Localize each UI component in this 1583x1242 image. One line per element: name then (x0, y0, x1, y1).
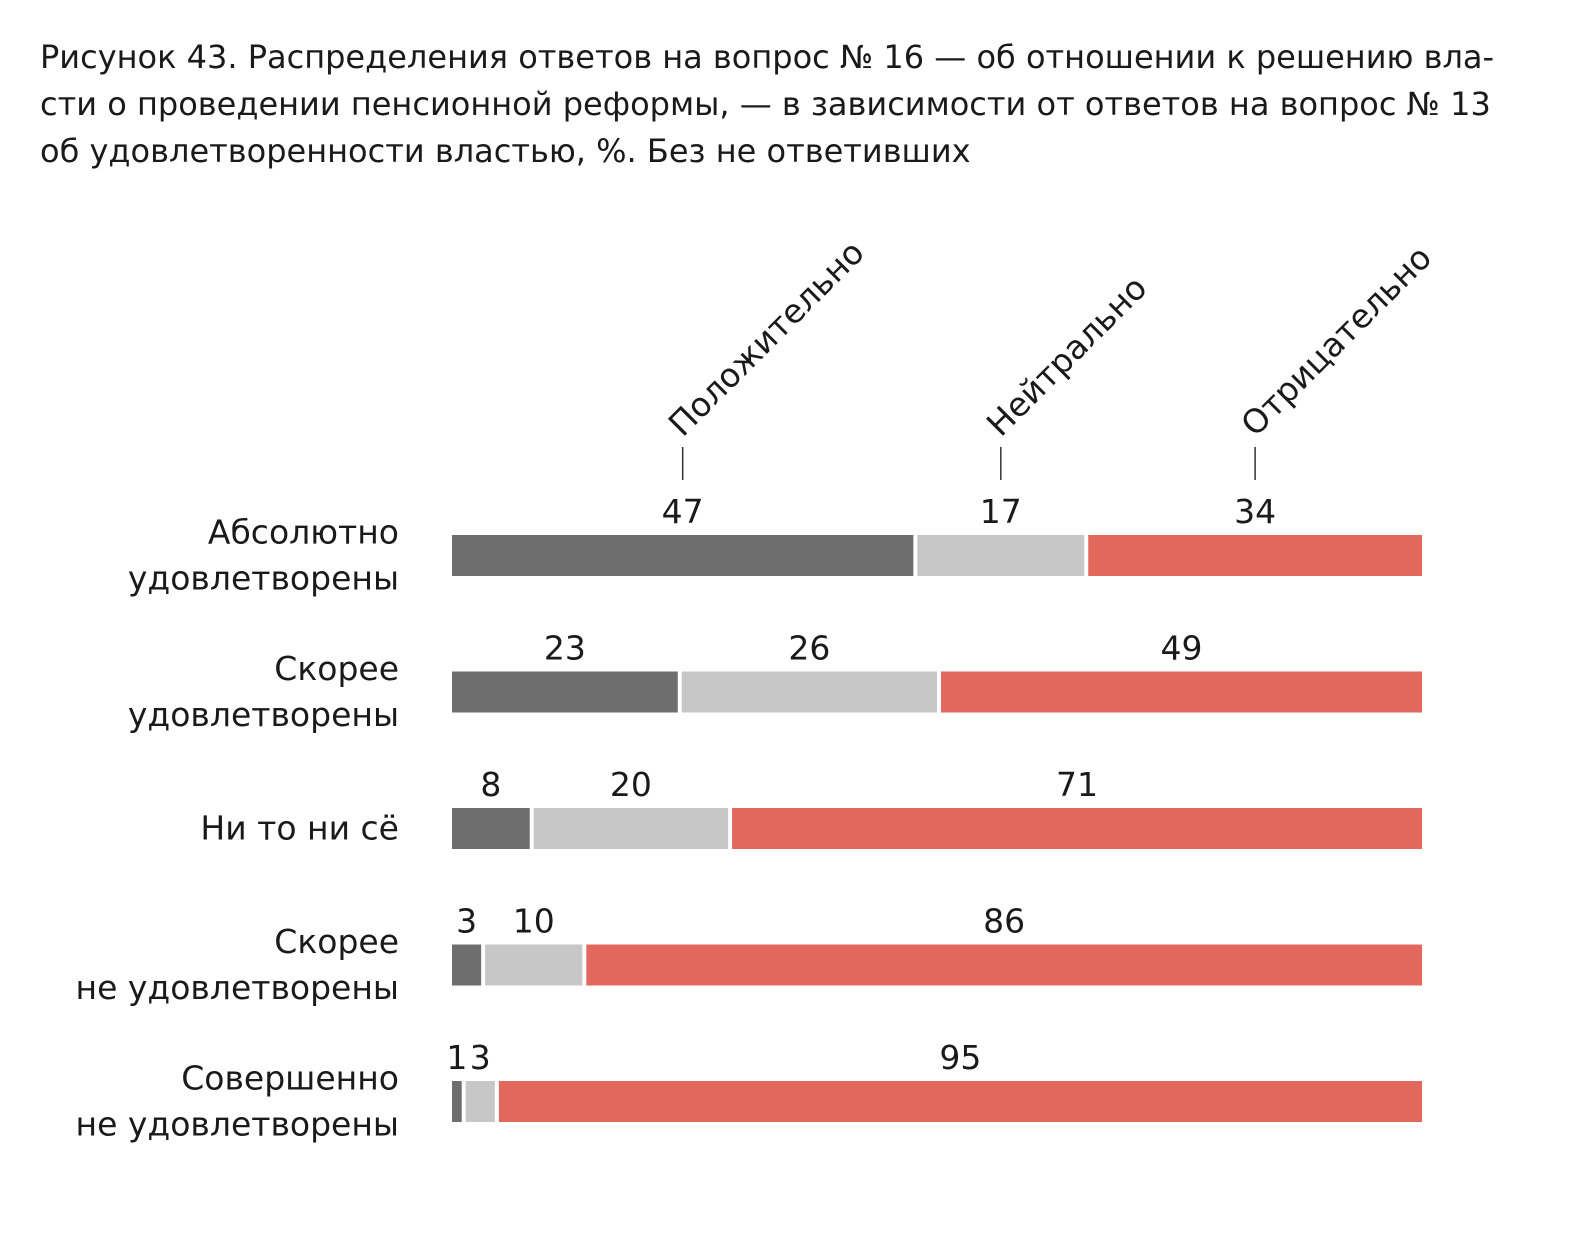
value-label: 8 (480, 765, 501, 804)
bar-row: Ни то ни сё 8 20 71 (200, 765, 1422, 849)
value-label: 26 (788, 629, 830, 668)
category-label: Ни то ни сё (200, 809, 399, 848)
legend-label: Отрицательно (1233, 238, 1439, 444)
value-label: 95 (939, 1038, 981, 1077)
value-label: 3 (456, 902, 477, 941)
category-label: Абсолютно удовлетворены (128, 513, 399, 598)
figure-caption: Рисунок 43. Распределения ответов на воп… (40, 34, 1550, 175)
value-label: 10 (513, 902, 555, 941)
bar-segment (917, 535, 1085, 576)
bar-segment (732, 808, 1422, 849)
category-label-line: Скорее (274, 922, 399, 961)
bar-segment (498, 1081, 1422, 1122)
category-label-line: удовлетворены (128, 559, 399, 598)
category-label: Совершенно не удовлетворены (76, 1059, 400, 1144)
value-label: 47 (662, 492, 704, 531)
legend-label: Нейтрально (979, 268, 1155, 444)
bar-segment (452, 808, 530, 849)
value-label: 17 (980, 492, 1022, 531)
bar-segment (941, 671, 1422, 713)
bar-row: Скорее не удовлетворены 3 10 86 (76, 902, 1422, 1007)
caption-line-1: Рисунок 43. Распределения ответов на воп… (40, 38, 1495, 76)
bar-segment (586, 944, 1422, 986)
bar-segment (452, 535, 914, 576)
category-label-line: не удовлетворены (76, 968, 400, 1007)
bar-row: Скорее удовлетворены 23 26 49 (128, 629, 1422, 734)
bar-segment (452, 671, 678, 713)
bar-segment (485, 944, 583, 986)
value-label: 49 (1161, 629, 1203, 668)
bar-segment (681, 671, 937, 713)
legend: Положительно Нейтрально Отрицательно (661, 233, 1439, 480)
bar-row: Совершенно не удовлетворены 1 3 95 (76, 1038, 1422, 1144)
value-label: 20 (610, 765, 652, 804)
chart-rows: Абсолютно удовлетворены 47 17 34 Скорее удовле… (76, 492, 1422, 1144)
category-label: Скорее не удовлетворены (76, 922, 400, 1007)
category-label-line: Абсолютно (208, 513, 399, 552)
bar-segment (1088, 535, 1422, 576)
value-label: 3 (470, 1038, 491, 1077)
value-label: 1 (446, 1038, 467, 1077)
category-label-line: удовлетворены (128, 695, 399, 734)
value-label: 86 (983, 902, 1025, 941)
bar-segment (465, 1081, 495, 1122)
value-label: 23 (544, 629, 586, 668)
category-label-line: Ни то ни сё (200, 809, 399, 848)
category-label-line: не удовлетворены (76, 1105, 400, 1144)
category-label-line: Скорее (274, 649, 399, 688)
bar-segment (452, 1081, 462, 1122)
bar-segment (533, 808, 729, 849)
legend-label: Положительно (661, 233, 872, 444)
caption-line-2: сти о проведении пенсионной реформы, — в… (40, 85, 1491, 123)
caption-line-3: об удовлетворенности властью, %. Без не … (40, 132, 971, 170)
bar-row: Абсолютно удовлетворены 47 17 34 (128, 492, 1422, 598)
value-label: 34 (1234, 492, 1276, 531)
category-label-line: Совершенно (181, 1059, 399, 1098)
value-label: 71 (1056, 765, 1098, 804)
bar-segment (452, 944, 482, 986)
category-label: Скорее удовлетворены (128, 649, 399, 734)
